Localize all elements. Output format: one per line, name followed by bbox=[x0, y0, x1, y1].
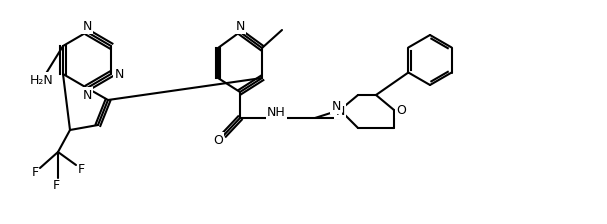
Text: N: N bbox=[236, 19, 245, 32]
Text: NH: NH bbox=[267, 106, 286, 118]
Text: F: F bbox=[78, 162, 84, 175]
Text: O: O bbox=[396, 103, 406, 116]
Text: N: N bbox=[114, 67, 124, 80]
Text: N: N bbox=[331, 99, 341, 112]
Text: N: N bbox=[335, 105, 345, 118]
Text: O: O bbox=[213, 134, 223, 146]
Text: H₂N: H₂N bbox=[30, 73, 54, 86]
Text: N: N bbox=[83, 19, 92, 32]
Text: N: N bbox=[83, 88, 92, 101]
Text: F: F bbox=[52, 179, 59, 192]
Text: F: F bbox=[32, 166, 39, 179]
